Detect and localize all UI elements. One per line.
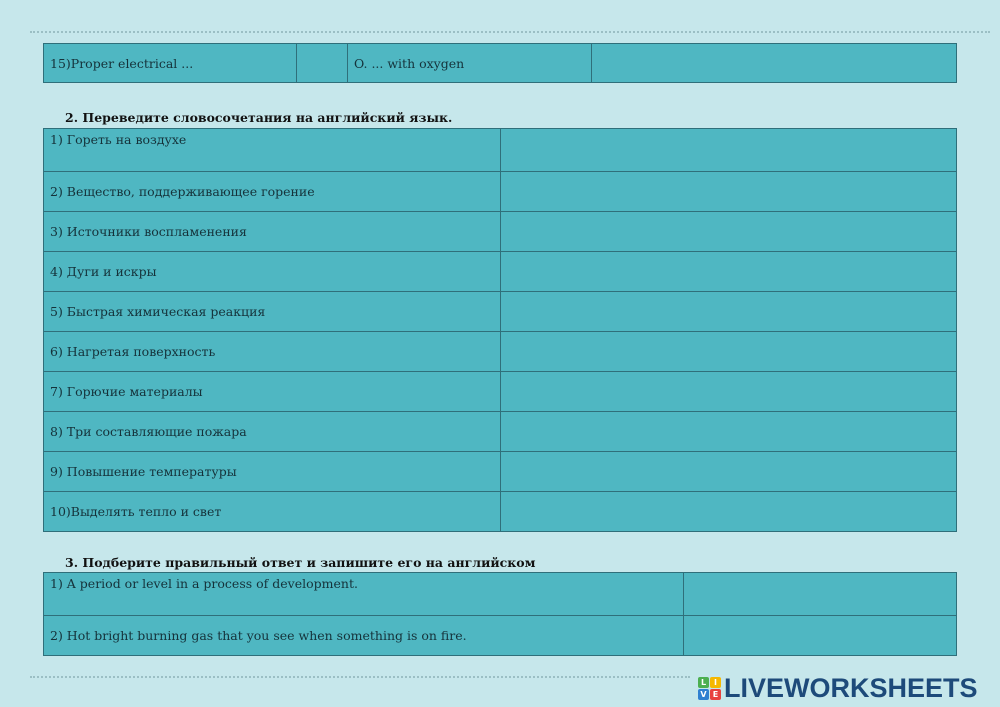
prompt-text: 9) Повышение температуры [43, 451, 501, 492]
answer-input[interactable] [500, 128, 957, 172]
badge-letter: L [698, 677, 709, 688]
translation-table: 1) Гореть на воздухе 2) Вещество, поддерж… [43, 128, 957, 532]
answer-input[interactable] [500, 451, 957, 492]
prompt-text: 5) Быстрая химическая реакция [43, 291, 501, 332]
answer-cell[interactable] [296, 43, 348, 83]
table-row: 1) Гореть на воздухе [43, 128, 957, 172]
prompt-text: 1) Гореть на воздухе [43, 128, 501, 172]
matching-table: 15)Proper electrical ... O. ... with oxy… [43, 43, 957, 83]
prompt-text: 6) Нагретая поверхность [43, 331, 501, 372]
answer-input[interactable] [500, 171, 957, 212]
prompt-text: 2) Hot bright burning gas that you see w… [43, 615, 684, 656]
table-row: 2) Hot bright burning gas that you see w… [43, 615, 957, 656]
answer-input[interactable] [500, 491, 957, 532]
item-text: 15)Proper electrical ... [43, 43, 297, 83]
answer-input[interactable] [500, 371, 957, 412]
table-row: 6) Нагретая поверхность [43, 331, 957, 372]
table-row: 5) Быстрая химическая реакция [43, 291, 957, 332]
table-row: 10)Выделять тепло и свет [43, 491, 957, 532]
section-2-heading: 2. Переведите словосочетания на английск… [65, 110, 453, 125]
answer-input[interactable] [500, 291, 957, 332]
badge-letter: E [710, 689, 721, 700]
prompt-text: 4) Дуги и искры [43, 251, 501, 292]
table-row: 7) Горючие материалы [43, 371, 957, 412]
table-row: 9) Повышение температуры [43, 451, 957, 492]
badge-letter: V [698, 689, 709, 700]
section-3-heading: 3. Подберите правильный ответ и запишите… [65, 555, 536, 570]
prompt-text: 10)Выделять тепло и свет [43, 491, 501, 532]
badge-letter: I [710, 677, 721, 688]
table-row: 4) Дуги и искры [43, 251, 957, 292]
table-row: 8) Три составляющие пожара [43, 411, 957, 452]
divider [30, 676, 690, 678]
definition-table: 1) A period or level in a process of dev… [43, 572, 957, 656]
answer-input[interactable] [500, 331, 957, 372]
table-row: 3) Источники воспламенения [43, 211, 957, 252]
table-row: 1) A period or level in a process of dev… [43, 572, 957, 616]
answer-input[interactable] [683, 615, 957, 656]
table-row: 2) Вещество, поддерживающее горение [43, 171, 957, 212]
table-row: 15)Proper electrical ... O. ... with oxy… [43, 43, 957, 83]
divider [30, 31, 990, 33]
answer-input[interactable] [500, 411, 957, 452]
liveworksheets-logo: L I V E LIVEWORKSHEETS [698, 673, 978, 704]
logo-text: LIVEWORKSHEETS [724, 673, 978, 703]
prompt-text: 3) Источники воспламенения [43, 211, 501, 252]
option-text: O. ... with oxygen [347, 43, 592, 83]
prompt-text: 7) Горючие материалы [43, 371, 501, 412]
live-badge-icon: L I V E [698, 677, 721, 700]
prompt-text: 8) Три составляющие пожара [43, 411, 501, 452]
answer-input[interactable] [683, 572, 957, 616]
blank-cell [591, 43, 957, 83]
prompt-text: 1) A period or level in a process of dev… [43, 572, 684, 616]
prompt-text: 2) Вещество, поддерживающее горение [43, 171, 501, 212]
answer-input[interactable] [500, 251, 957, 292]
answer-input[interactable] [500, 211, 957, 252]
